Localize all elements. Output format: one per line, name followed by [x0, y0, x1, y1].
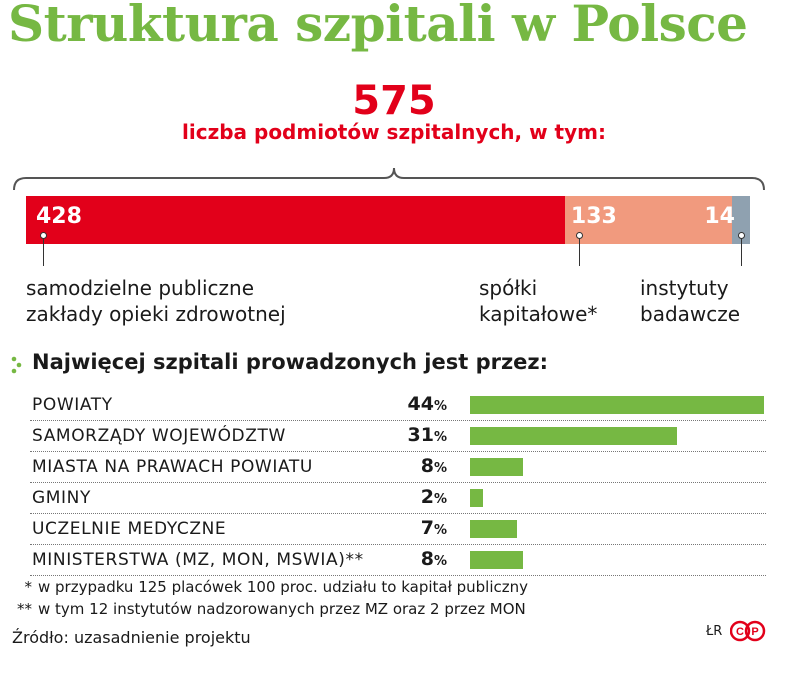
row-dotted-leader	[30, 575, 766, 576]
section-dots-icon	[11, 356, 22, 374]
ranking-bar	[470, 551, 524, 569]
stacked-segment-institutes	[732, 196, 750, 244]
ranking-row: POWIATY 44%	[30, 390, 766, 421]
segment-label-companies-line2: kapitałowe*	[479, 302, 598, 326]
ranking-title: Najwięcej szpitali prowadzonych jest prz…	[32, 350, 549, 374]
leader-dot-companies	[576, 232, 583, 239]
footnote-1-mark: *	[24, 578, 33, 596]
ranking-bar	[470, 489, 484, 507]
ranking-bar	[470, 520, 517, 538]
row-value-number: 8	[420, 548, 434, 570]
row-category-label: MINISTERSTWA (MZ, MON, MSWIA)**	[32, 550, 366, 570]
svg-text:P: P	[751, 626, 758, 638]
row-value-label: 44%	[404, 393, 447, 415]
leader-line-institutes	[741, 236, 742, 266]
row-dotted-leader	[30, 420, 766, 421]
footnote-2-text: w tym 12 instytutów nadzorowanych przez …	[38, 600, 526, 618]
row-value-number: 44	[407, 393, 434, 415]
row-dotted-leader	[30, 451, 766, 452]
row-value-unit: %	[433, 492, 447, 507]
row-value-label: 2%	[417, 486, 447, 508]
stacked-segment-public	[26, 196, 565, 244]
row-value-label: 8%	[417, 548, 447, 570]
author-credit: ŁR	[706, 624, 723, 639]
svg-text:C: C	[736, 626, 744, 638]
row-value-label: 31%	[404, 424, 447, 446]
brace-bracket	[13, 167, 765, 191]
ranking-bar	[470, 458, 524, 476]
row-value-label: 8%	[417, 455, 447, 477]
row-value-label: 7%	[417, 517, 447, 539]
leader-line-public	[43, 236, 44, 266]
ranking-bar	[470, 396, 764, 414]
row-value-unit: %	[433, 430, 447, 445]
stacked-bar: 428 133 14	[26, 196, 750, 244]
stacked-value-institutes: 14	[704, 204, 735, 229]
total-value: 575	[352, 78, 436, 124]
row-dotted-leader	[30, 544, 766, 545]
segment-label-public: samodzielne publiczne zakłady opieki zdr…	[26, 275, 286, 327]
leader-line-companies	[579, 236, 580, 266]
row-value-number: 2	[420, 486, 434, 508]
segment-label-public-line2: zakłady opieki zdrowotnej	[26, 302, 286, 326]
ranking-row: MINISTERSTWA (MZ, MON, MSWIA)** 8%	[30, 545, 766, 576]
ranking-row: SAMORZĄDY WOJEWÓDZTW 31%	[30, 421, 766, 452]
row-value-unit: %	[433, 461, 447, 476]
leader-dot-institutes	[738, 232, 745, 239]
row-category-label: SAMORZĄDY WOJEWÓDZTW	[32, 426, 288, 446]
footnote-2-mark: **	[17, 600, 32, 618]
row-value-number: 7	[420, 517, 434, 539]
pap-logo-icon: C P	[730, 620, 766, 642]
footnote-1: * w przypadku 125 placówek 100 proc. udzi…	[14, 578, 529, 596]
segment-label-companies-line1: spółki	[479, 276, 538, 300]
row-value-unit: %	[433, 554, 447, 569]
leader-dot-public	[40, 232, 47, 239]
segment-label-public-line1: samodzielne publiczne	[26, 276, 254, 300]
segment-label-institutes: instytuty badawcze	[640, 275, 740, 327]
stacked-segment-companies	[564, 196, 733, 244]
footnote-1-text: w przypadku 125 placówek 100 proc. udzia…	[38, 578, 529, 596]
ranking-bar	[470, 427, 678, 445]
row-category-label: POWIATY	[32, 395, 115, 415]
ranking-row: UCZELNIE MEDYCZNE 7%	[30, 514, 766, 545]
row-value-unit: %	[433, 523, 447, 538]
row-value-number: 31	[407, 424, 434, 446]
row-dotted-leader	[30, 482, 766, 483]
chart-title: Struktura szpitali w Polsce	[8, 0, 748, 53]
row-dotted-leader	[30, 513, 766, 514]
footnote-2: ** w tym 12 instytutów nadzorowanych prze…	[14, 600, 526, 618]
ranking-row: MIASTA NA PRAWACH POWIATU 8%	[30, 452, 766, 483]
row-category-label: GMINY	[32, 488, 93, 508]
source-note: Źródło: uzasadnienie projektu	[12, 628, 251, 647]
row-value-number: 8	[420, 455, 434, 477]
segment-label-institutes-line1: instytuty	[640, 276, 729, 300]
segment-label-companies: spółki kapitałowe*	[479, 275, 597, 327]
row-value-unit: %	[433, 399, 447, 414]
stacked-value-public: 428	[36, 204, 82, 229]
total-label: liczba podmiotów szpitalnych, w tym:	[182, 120, 606, 144]
row-category-label: UCZELNIE MEDYCZNE	[32, 519, 229, 539]
stacked-value-companies: 133	[570, 204, 617, 229]
ranking-row: GMINY 2%	[30, 483, 766, 514]
row-category-label: MIASTA NA PRAWACH POWIATU	[32, 457, 315, 477]
segment-label-institutes-line2: badawcze	[640, 302, 741, 326]
